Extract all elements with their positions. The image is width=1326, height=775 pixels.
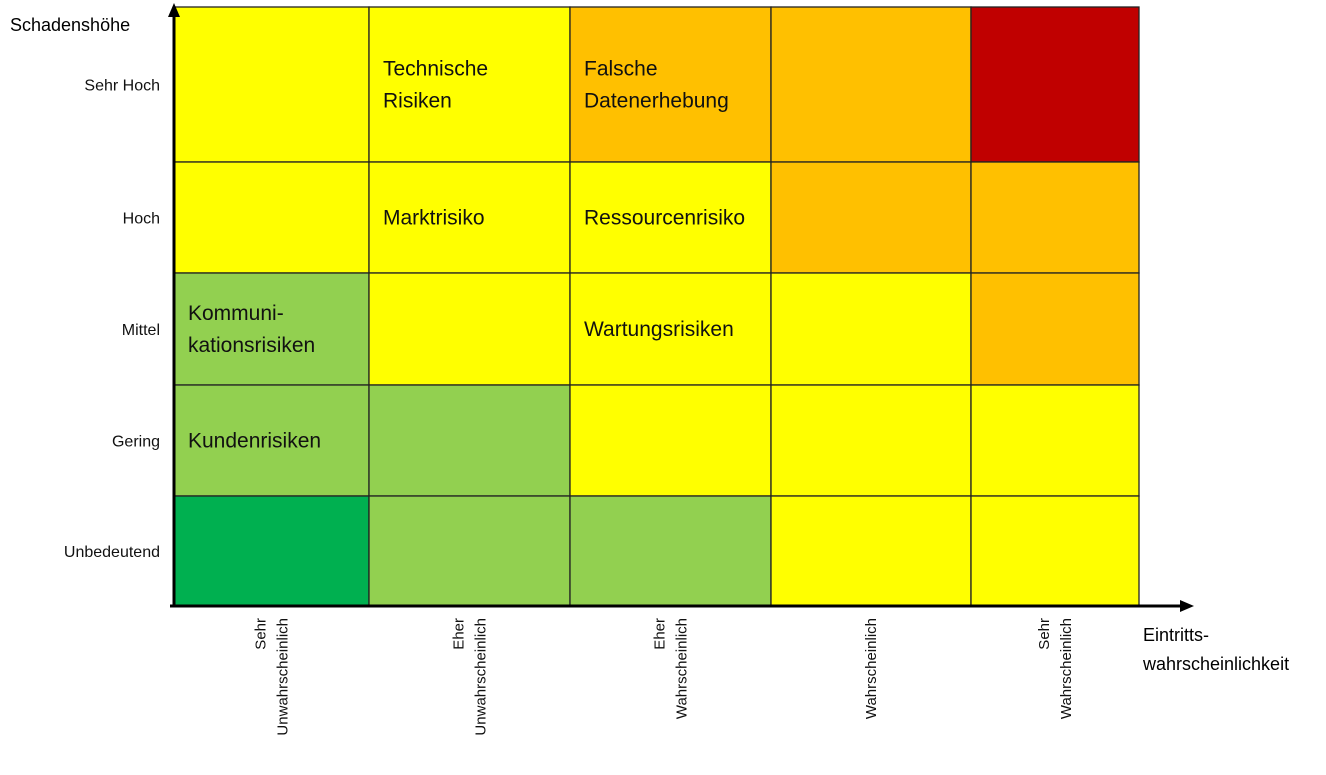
matrix-cell-r4-c0 (173, 495, 370, 607)
axes (168, 3, 1194, 612)
y-axis-title: Schadenshöhe (10, 15, 130, 35)
matrix-cell-r4-c2 (569, 495, 772, 607)
matrix-cell-r4-c4 (970, 495, 1140, 607)
risk-labels: Technische Risiken Falsche Datenerhebung Mar… (188, 58, 745, 453)
y-tick-labels: Sehr Hoch Hoch Mittel Gering Unbedeutend (64, 78, 160, 562)
matrix-cell-r4-c1 (368, 495, 571, 607)
matrix-cell-r0-c1 (368, 6, 571, 163)
matrix-cell-r0-c0 (173, 6, 370, 163)
matrix-cell-r4-c3 (770, 495, 972, 607)
y-tick-hoch: Hoch (123, 211, 160, 228)
x-tick-sehr-unwahrscheinlich: Sehr Unwahrscheinlich (253, 618, 292, 736)
risk-label-wartungsrisiken: Wartungsrisiken (584, 318, 734, 341)
x-tick-wahrscheinlich: Wahrscheinlich (863, 618, 880, 719)
y-tick-gering: Gering (112, 434, 160, 451)
matrix-cell-r0-c3 (770, 6, 972, 163)
matrix-cell-r2-c4 (970, 272, 1140, 386)
risk-label-technische-risiken: Technische Risiken (383, 58, 488, 113)
risk-label-falsche-datenerhebung: Falsche Datenerhebung (584, 58, 729, 113)
matrix-cell-r0-c4 (970, 6, 1140, 163)
risk-label-kundenrisiken: Kundenrisiken (188, 430, 321, 453)
matrix-cell-r3-c2 (569, 384, 772, 497)
matrix-cell-r2-c2 (569, 272, 772, 386)
matrix-cell-r3-c4 (970, 384, 1140, 497)
x-tick-eher-wahrscheinlich: Eher Wahrscheinlich (652, 618, 691, 719)
matrix-cell-r2-c1 (368, 272, 571, 386)
svg-text:Wahrscheinlich: Wahrscheinlich (863, 618, 880, 719)
matrix-cell-r1-c3 (770, 161, 972, 274)
risk-label-marktrisiko: Marktrisiko (383, 207, 485, 230)
matrix-cell-r1-c2 (569, 161, 772, 274)
matrix-cell-r1-c0 (173, 161, 370, 274)
matrix-cells (173, 6, 1140, 607)
matrix-cell-r2-c0 (173, 272, 370, 386)
y-tick-unbedeutend: Unbedeutend (64, 544, 160, 561)
matrix-cell-r1-c4 (970, 161, 1140, 274)
matrix-cell-r0-c2 (569, 6, 772, 163)
matrix-cell-r3-c3 (770, 384, 972, 497)
y-axis-arrowhead (168, 3, 180, 17)
x-axis-arrowhead (1180, 600, 1194, 612)
risk-label-kommuni-kationsrisiken: Kommuni-kationsrisiken (188, 302, 315, 357)
x-tick-labels: Sehr Unwahrscheinlich Eher Unwahrscheinlich… (253, 618, 1076, 736)
risk-label-ressourcenrisiko: Ressourcenrisiko (584, 207, 745, 230)
matrix-cell-r3-c1 (368, 384, 571, 497)
x-axis-title: Eintritts-wahrscheinlichkeit (1142, 625, 1289, 674)
x-tick-eher-unwahrscheinlich: Eher Unwahrscheinlich (451, 618, 490, 736)
y-tick-sehr-hoch: Sehr Hoch (84, 78, 160, 95)
svg-text:Eintritts-wahrscheinlichkeit: Eintritts-wahrscheinlichkeit (1142, 625, 1289, 674)
matrix-cell-r2-c3 (770, 272, 972, 386)
x-tick-sehr-wahrscheinlich: Sehr Wahrscheinlich (1036, 618, 1075, 719)
y-tick-mittel: Mittel (122, 322, 160, 339)
